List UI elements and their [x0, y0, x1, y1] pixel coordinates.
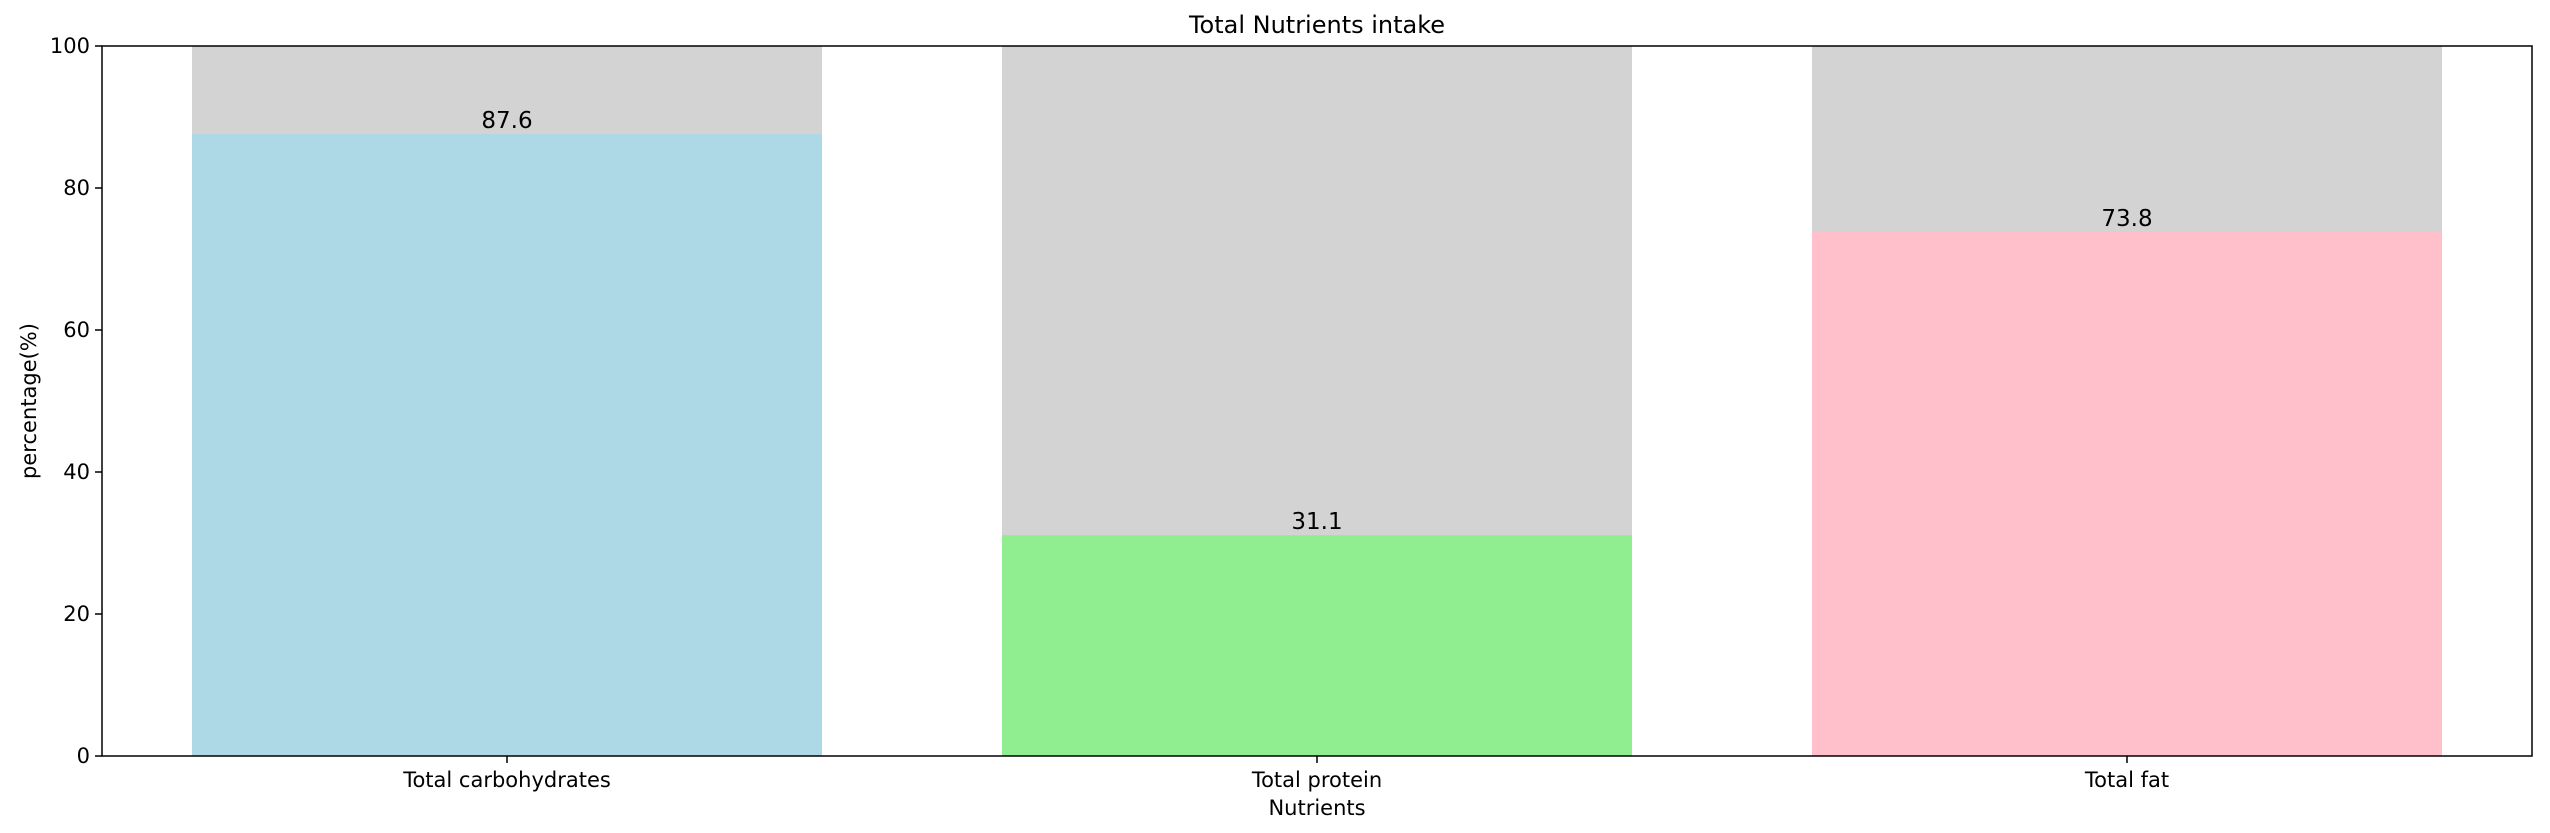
y-tick-label: 20 — [63, 602, 90, 626]
x-tick-label: Total carbohydrates — [402, 768, 611, 792]
y-axis: 0 20 40 60 80 100 — [50, 34, 102, 768]
value-labels-group: 87.6 31.1 73.8 — [481, 108, 2152, 535]
y-tick-label: 40 — [63, 460, 90, 484]
x-tick-label: Total fat — [2084, 768, 2169, 792]
bar-value-label: 31.1 — [1291, 509, 1342, 535]
bar — [192, 134, 822, 757]
x-axis: Total carbohydrates Total protein Total fa… — [402, 756, 2169, 792]
chart-title: Total Nutrients intake — [1188, 11, 1445, 39]
x-axis-label: Nutrients — [1268, 796, 1365, 820]
x-tick-label: Total protein — [1251, 768, 1382, 792]
bar-value-label: 73.8 — [2101, 206, 2152, 232]
y-axis-label: percentage(%) — [17, 323, 41, 479]
y-tick-label: 100 — [50, 34, 90, 58]
bar — [1812, 232, 2442, 756]
value-bars-group — [192, 134, 2442, 757]
y-tick-label: 60 — [63, 318, 90, 342]
bar-value-label: 87.6 — [481, 108, 532, 134]
y-tick-label: 80 — [63, 176, 90, 200]
y-tick-label: 0 — [77, 744, 90, 768]
bar — [1002, 535, 1632, 756]
